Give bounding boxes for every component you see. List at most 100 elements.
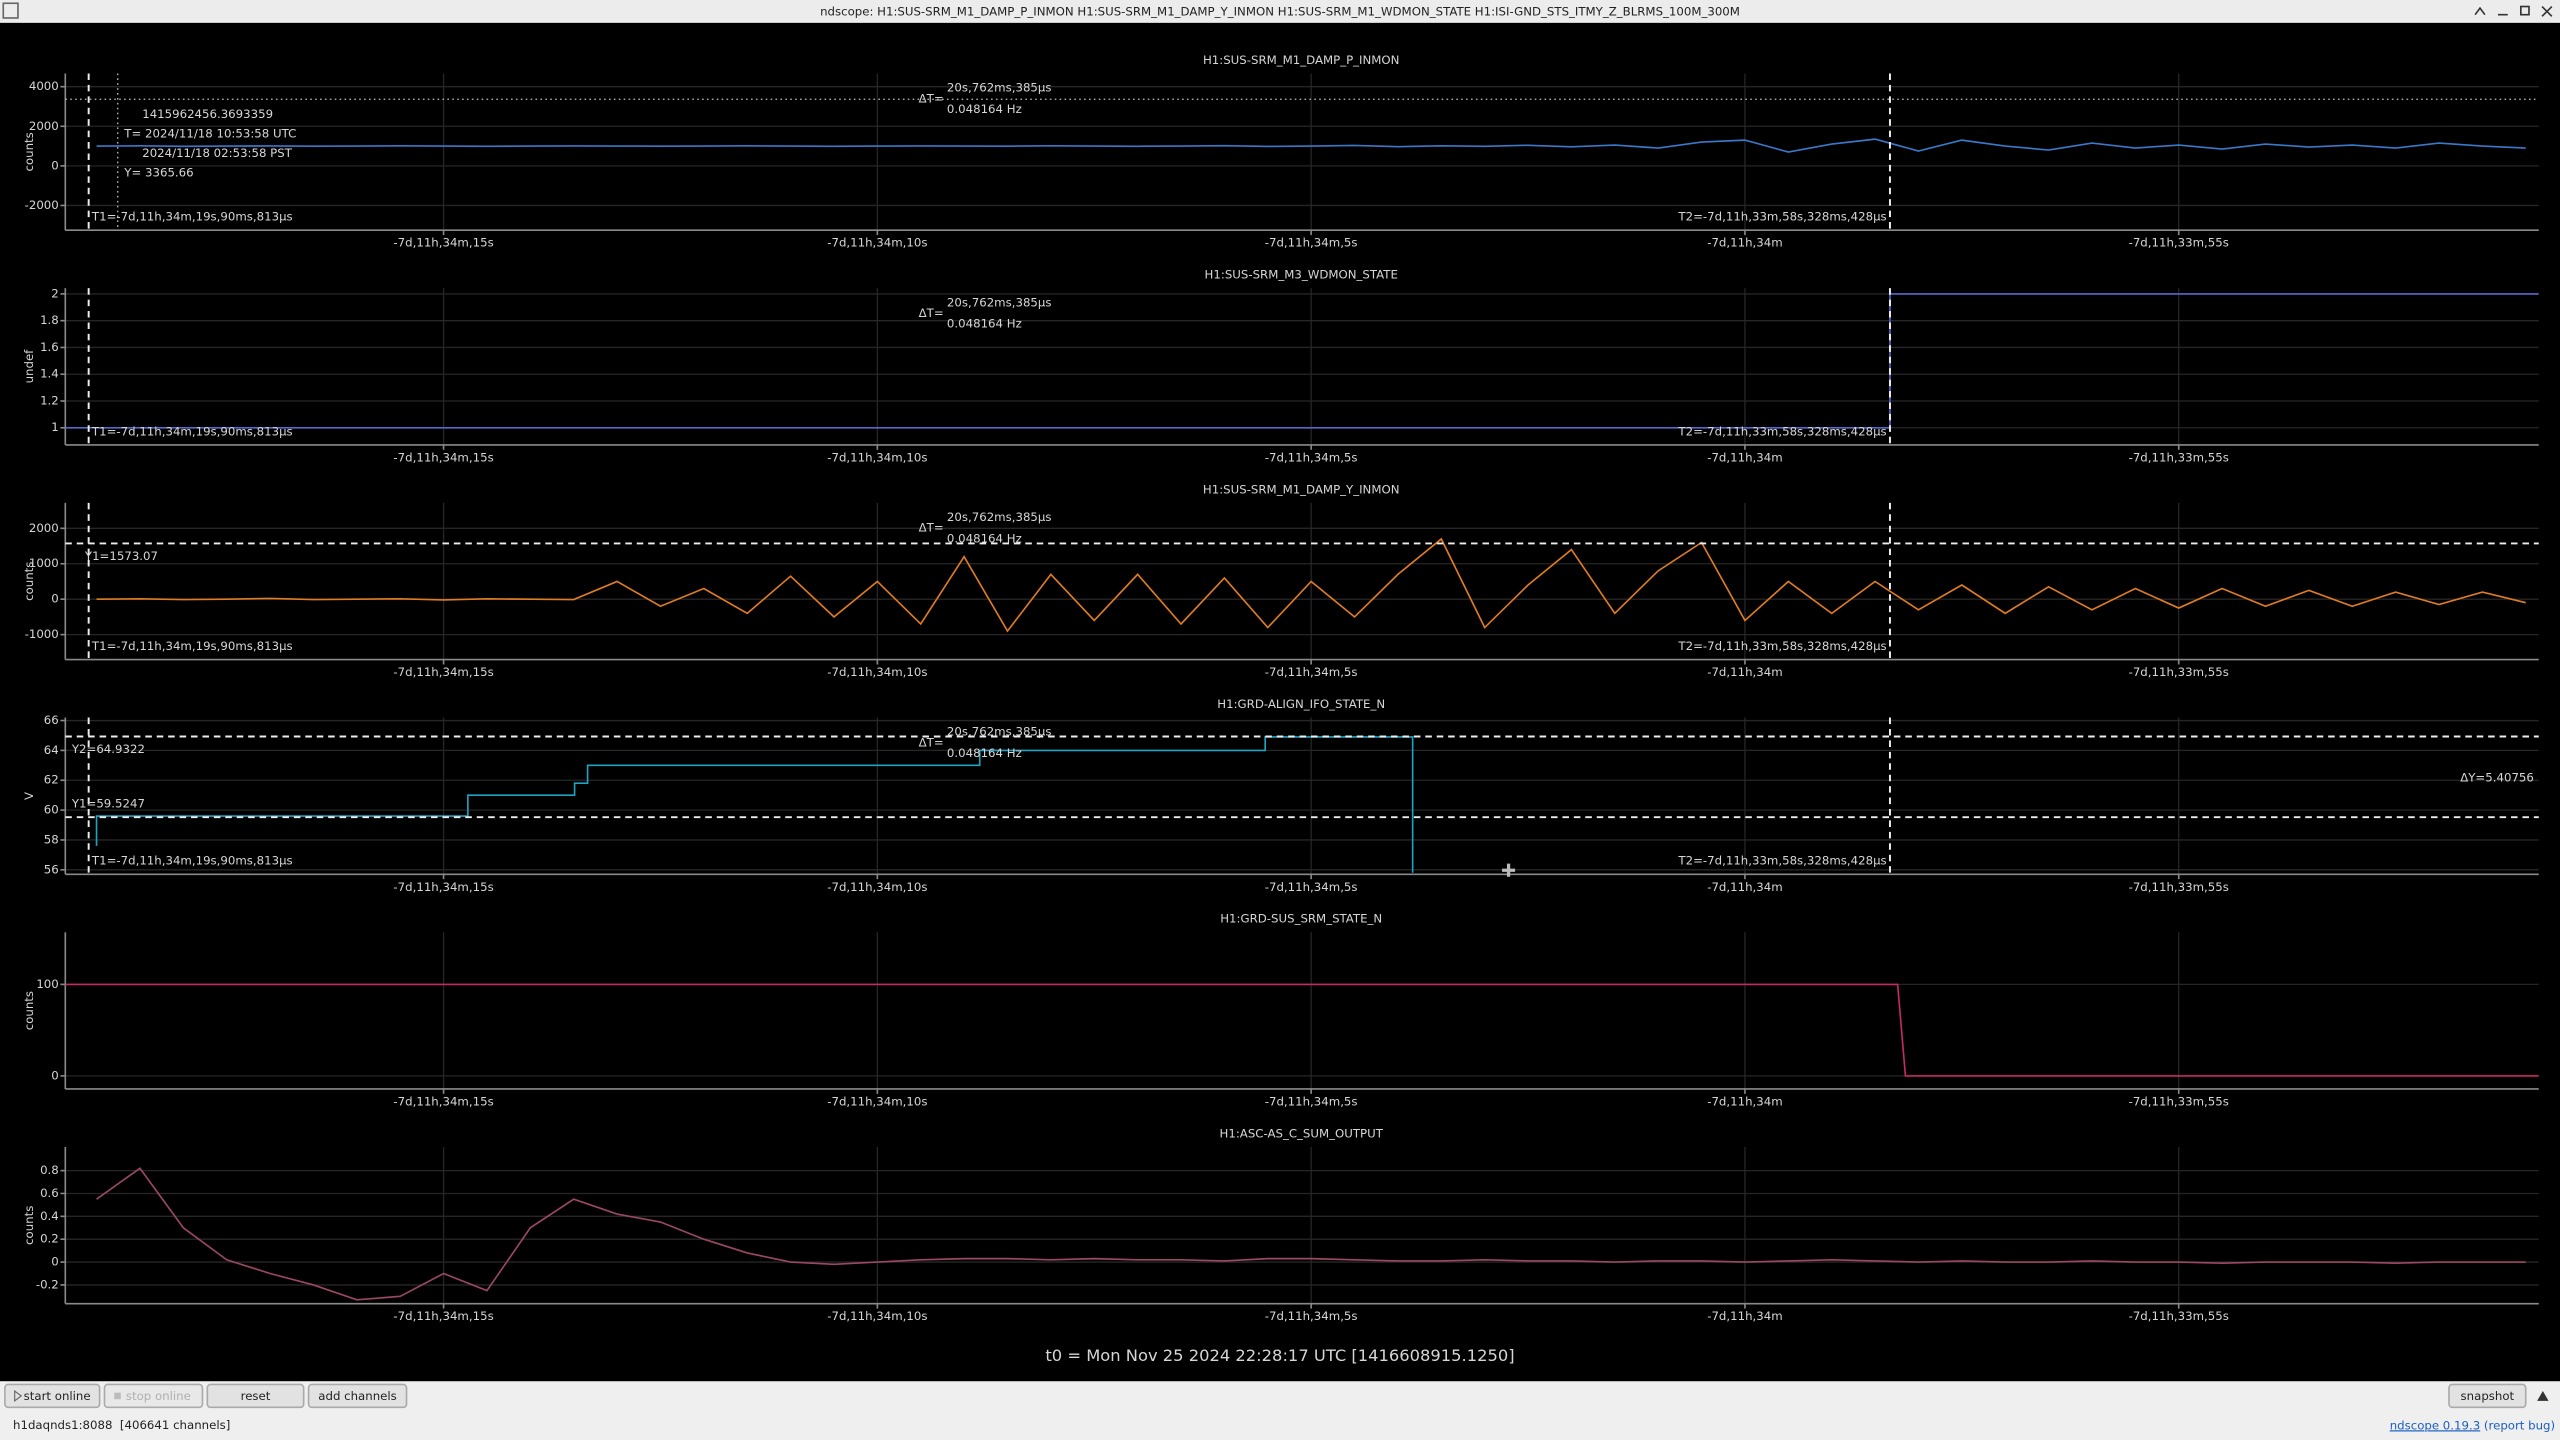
y-axis-label: counts xyxy=(22,132,36,171)
x-tick-label: -7d,11h,34m xyxy=(1707,1309,1782,1323)
delta-y: ΔY=5.40756 xyxy=(2460,770,2534,784)
t1-label: T1=-7d,11h,34m,19s,90ms,813μs xyxy=(91,854,293,868)
window-title: ndscope: H1:SUS-SRM_M1_DAMP_P_INMON H1:S… xyxy=(820,5,1740,19)
keep-above-button[interactable] xyxy=(2474,6,2486,16)
t1-label: T1=-7d,11h,34m,19s,90ms,813μs xyxy=(91,639,293,653)
x-tick-label: -7d,11h,34m,15s xyxy=(393,450,493,464)
y-cursor-label: Y1=1573.07 xyxy=(84,549,158,563)
snapshot-button[interactable] xyxy=(2448,1383,2527,1409)
plot-title: H1:SUS-SRM_M1_DAMP_P_INMON xyxy=(1203,53,1400,67)
delta-frequency: 0.048164 Hz xyxy=(947,531,1022,545)
delta-frequency: 0.048164 Hz xyxy=(947,317,1022,331)
app-icon xyxy=(2,2,19,19)
y-tick-label: 66 xyxy=(44,713,59,727)
t2-label: T2=-7d,11h,33m,58s,328ms,428μs xyxy=(1677,639,1886,653)
y-tick-label: 0 xyxy=(51,158,58,172)
x-tick-label: -7d,11h,34m,5s xyxy=(1265,1095,1358,1109)
trace xyxy=(96,138,2526,153)
x-tick-label: -7d,11h,34m,5s xyxy=(1265,236,1358,250)
bottom-panel xyxy=(0,1381,2560,1440)
y-tick-label: 1.6 xyxy=(40,340,59,354)
delta-t: 20s,762ms,385μs xyxy=(947,295,1052,309)
snapshot-label: snapshot xyxy=(2461,1389,2515,1403)
y-tick-label: 0.8 xyxy=(40,1163,59,1177)
y-tick-label: 0 xyxy=(51,1255,58,1269)
expand-button[interactable] xyxy=(2537,1391,2549,1401)
y-tick-label: 64 xyxy=(44,743,59,757)
close-button[interactable] xyxy=(2541,5,2553,17)
y-axis-label: counts xyxy=(22,991,36,1030)
trace xyxy=(65,983,2539,1077)
y-cursor-label: Y1=59.5247 xyxy=(71,797,145,811)
button[interactable] xyxy=(206,1383,305,1409)
y-axis-label: counts xyxy=(22,562,36,601)
button[interactable] xyxy=(4,1383,101,1409)
x-tick-label: -7d,11h,33m,55s xyxy=(2129,236,2229,250)
delta-frequency: 0.048164 Hz xyxy=(947,746,1022,760)
delta-frequency: 0.048164 Hz xyxy=(947,102,1022,116)
trace xyxy=(96,537,2526,633)
y-tick-label: -2000 xyxy=(25,198,59,212)
crosshair-gps: 1415962456.3693359 xyxy=(142,107,273,121)
y-tick-label: 60 xyxy=(44,803,59,817)
x-tick-label: -7d,11h,34m,10s xyxy=(827,236,927,250)
y-tick-label: 58 xyxy=(44,832,59,846)
button-bar: start online stop online reset add channels xyxy=(4,1383,408,1409)
x-tick-label: -7d,11h,34m xyxy=(1707,665,1782,679)
y-tick-label: 1.4 xyxy=(40,367,59,381)
delta-t-prefix: ΔT= xyxy=(919,521,944,535)
x-tick-label: -7d,11h,34m,15s xyxy=(393,1309,493,1323)
x-tick-label: -7d,11h,34m,10s xyxy=(827,880,927,894)
y-axis-label: undef xyxy=(22,349,36,384)
t2-label: T2=-7d,11h,33m,58s,328ms,428μs xyxy=(1677,854,1886,868)
version-link[interactable]: ndscope 0.19.3 xyxy=(2390,1418,2480,1432)
y-tick-label: 1.8 xyxy=(40,313,59,327)
y-tick-label: 2000 xyxy=(29,119,59,133)
x-tick-label: -7d,11h,34m,10s xyxy=(827,665,927,679)
y-tick-label: 0 xyxy=(51,592,58,606)
x-tick-label: -7d,11h,34m,15s xyxy=(393,1095,493,1109)
x-tick-label: -7d,11h,34m,15s xyxy=(393,880,493,894)
version-links: ndscope 0.19.3 (report bug) xyxy=(2390,1418,2555,1432)
x-tick-label: -7d,11h,34m,5s xyxy=(1265,1309,1358,1323)
x-tick-label: -7d,11h,34m,10s xyxy=(827,1095,927,1109)
x-tick-label: -7d,11h,34m,10s xyxy=(827,1309,927,1323)
y-tick-label: 0.4 xyxy=(40,1209,59,1223)
t0-label: t0 = Mon Nov 25 2024 22:28:17 UTC [14166… xyxy=(1045,1346,1514,1365)
delta-t: 20s,762ms,385μs xyxy=(947,510,1052,524)
y-axis-label: V xyxy=(22,792,36,800)
button xyxy=(103,1383,204,1409)
maximize-button[interactable] xyxy=(2520,5,2530,16)
delta-t-prefix: ΔT= xyxy=(919,735,944,749)
crosshair-pst: 2024/11/18 02:53:58 PST xyxy=(142,146,293,160)
x-tick-label: -7d,11h,33m,55s xyxy=(2129,1309,2229,1323)
report-bug-link[interactable]: (report bug) xyxy=(2484,1418,2555,1432)
x-tick-label: -7d,11h,34m,5s xyxy=(1265,665,1358,679)
play-icon xyxy=(14,1389,23,1402)
x-tick-label: -7d,11h,34m,5s xyxy=(1265,450,1358,464)
t1-label: T1=-7d,11h,34m,19s,90ms,813μs xyxy=(91,210,293,224)
button[interactable] xyxy=(307,1383,408,1409)
y-tick-label: 2000 xyxy=(29,521,59,535)
button-label: start online xyxy=(24,1389,91,1403)
x-tick-label: -7d,11h,33m,55s xyxy=(2129,1095,2229,1109)
button-label: add channels xyxy=(318,1389,396,1403)
status-text: h1daqnds1:8088 [406641 channels] xyxy=(13,1418,230,1432)
delta-t-prefix: ΔT= xyxy=(919,91,944,105)
plot-title: H1:ASC-AS_C_SUM_OUTPUT xyxy=(1220,1126,1384,1140)
x-tick-label: -7d,11h,33m,55s xyxy=(2129,665,2229,679)
x-tick-label: -7d,11h,34m xyxy=(1707,450,1782,464)
x-tick-label: -7d,11h,34m,15s xyxy=(393,665,493,679)
stop-icon xyxy=(114,1392,121,1400)
y-tick-label: 1 xyxy=(51,420,58,434)
y-tick-label: 100 xyxy=(36,977,58,991)
y-axis-label: counts xyxy=(22,1206,36,1245)
crosshair-y: Y= 3365.66 xyxy=(123,166,193,180)
t2-label: T2=-7d,11h,33m,58s,328ms,428μs xyxy=(1677,424,1886,438)
x-tick-label: -7d,11h,34m,10s xyxy=(827,450,927,464)
